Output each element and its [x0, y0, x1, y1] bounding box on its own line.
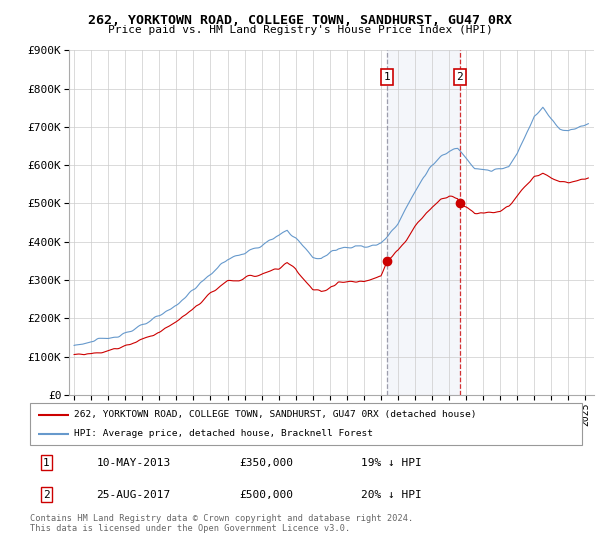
Text: 262, YORKTOWN ROAD, COLLEGE TOWN, SANDHURST, GU47 0RX: 262, YORKTOWN ROAD, COLLEGE TOWN, SANDHU…: [88, 14, 512, 27]
Text: Contains HM Land Registry data © Crown copyright and database right 2024.
This d: Contains HM Land Registry data © Crown c…: [30, 514, 413, 534]
Text: £500,000: £500,000: [240, 490, 294, 500]
Text: 25-AUG-2017: 25-AUG-2017: [96, 490, 170, 500]
Text: 262, YORKTOWN ROAD, COLLEGE TOWN, SANDHURST, GU47 0RX (detached house): 262, YORKTOWN ROAD, COLLEGE TOWN, SANDHU…: [74, 410, 476, 419]
Bar: [387, 50, 460, 395]
Text: 2: 2: [43, 490, 50, 500]
Text: 20% ↓ HPI: 20% ↓ HPI: [361, 490, 422, 500]
FancyBboxPatch shape: [30, 403, 582, 445]
Text: 1: 1: [43, 458, 50, 468]
Text: 19% ↓ HPI: 19% ↓ HPI: [361, 458, 422, 468]
Text: £350,000: £350,000: [240, 458, 294, 468]
Text: 1: 1: [384, 72, 391, 82]
Text: HPI: Average price, detached house, Bracknell Forest: HPI: Average price, detached house, Brac…: [74, 430, 373, 438]
Text: 2: 2: [457, 72, 463, 82]
Text: 10-MAY-2013: 10-MAY-2013: [96, 458, 170, 468]
Text: Price paid vs. HM Land Registry's House Price Index (HPI): Price paid vs. HM Land Registry's House …: [107, 25, 493, 35]
